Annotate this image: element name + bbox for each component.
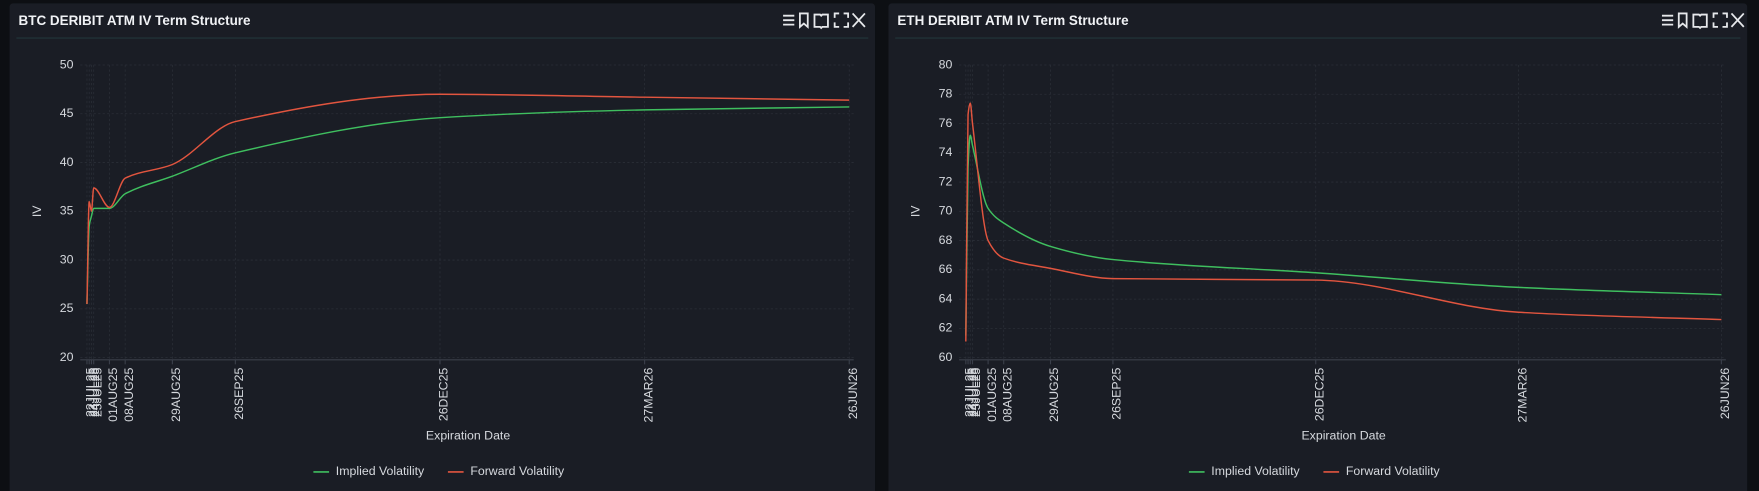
legend-label: Forward Volatility bbox=[1346, 464, 1441, 478]
x-tick-label: 23JUL25 bbox=[965, 368, 979, 417]
y-tick-label: 60 bbox=[939, 350, 953, 364]
x-tick-label: 01AUG25 bbox=[106, 368, 120, 422]
toolbar[interactable] bbox=[783, 12, 866, 30]
y-tick-label: 70 bbox=[939, 204, 953, 218]
close-icon[interactable] bbox=[851, 12, 866, 28]
y-tick-label: 50 bbox=[60, 57, 74, 71]
x-tick-label: 23JUL25 bbox=[86, 368, 100, 417]
x-tick-label: 25JUL25 bbox=[90, 368, 104, 417]
x-tick-label: 26SEP25 bbox=[1110, 368, 1124, 420]
x-tick-label: 27MAR26 bbox=[1515, 368, 1529, 423]
series-line bbox=[86, 93, 850, 304]
y-tick-label: 40 bbox=[60, 155, 74, 169]
y-axis-label: IV bbox=[909, 205, 923, 217]
legend-label: Implied Volatility bbox=[1211, 464, 1300, 478]
y-tick-label: 78 bbox=[939, 87, 953, 101]
y-axis-label: IV bbox=[30, 205, 44, 217]
x-tick-label: 26SEP25 bbox=[232, 368, 246, 420]
chart-title: ETH DERIBIT ATM IV Term Structure bbox=[897, 13, 1129, 28]
y-tick-label: 64 bbox=[939, 291, 953, 305]
y-tick-label: 76 bbox=[939, 116, 953, 130]
close-icon[interactable] bbox=[1730, 12, 1745, 28]
y-tick-label: 62 bbox=[939, 321, 953, 335]
y-tick-label: 30 bbox=[60, 252, 74, 266]
y-tick-label: 80 bbox=[939, 57, 953, 71]
y-tick-label: 72 bbox=[939, 174, 953, 188]
x-tick-label: 22JUL25 bbox=[963, 368, 977, 417]
x-axis-label: Expiration Date bbox=[426, 428, 510, 442]
y-tick-label: 35 bbox=[60, 204, 74, 218]
x-tick-label: 27MAR26 bbox=[641, 368, 655, 423]
series-line bbox=[965, 134, 1722, 336]
y-tick-label: 20 bbox=[60, 350, 74, 364]
legend-label: Implied Volatility bbox=[336, 464, 425, 478]
chart-title: BTC DERIBIT ATM IV Term Structure bbox=[19, 13, 251, 28]
panel bbox=[888, 3, 1748, 491]
y-tick-label: 66 bbox=[939, 262, 953, 276]
y-tick-label: 45 bbox=[60, 106, 74, 120]
x-tick-label: 29AUG25 bbox=[169, 368, 183, 422]
book-icon[interactable] bbox=[1692, 13, 1708, 30]
menu-icon[interactable] bbox=[783, 14, 795, 26]
series-line bbox=[86, 106, 850, 304]
x-axis-label: Expiration Date bbox=[1301, 428, 1385, 442]
legend-label: Forward Volatility bbox=[470, 464, 565, 478]
menu-icon[interactable] bbox=[1661, 14, 1674, 26]
x-tick-label: 26DEC25 bbox=[1312, 368, 1326, 422]
bookmark-icon[interactable] bbox=[799, 12, 809, 29]
y-tick-label: 25 bbox=[60, 301, 74, 315]
x-tick-label: 26JUN26 bbox=[1718, 368, 1732, 420]
x-tick-label: 24JUL25 bbox=[88, 368, 102, 417]
x-tick-label: 08AUG25 bbox=[122, 368, 136, 422]
series-line bbox=[965, 102, 1722, 342]
y-tick-label: 68 bbox=[939, 233, 953, 247]
x-tick-label: 26JUN26 bbox=[846, 368, 860, 420]
fullscreen-icon[interactable] bbox=[1712, 12, 1728, 28]
x-tick-label: 25JUL25 bbox=[969, 368, 983, 417]
x-tick-label: 29AUG25 bbox=[1047, 368, 1061, 422]
x-tick-label: 24JUL25 bbox=[967, 368, 981, 417]
x-tick-label: 01AUG25 bbox=[985, 368, 999, 422]
book-icon[interactable] bbox=[813, 13, 829, 30]
x-tick-label: 08AUG25 bbox=[1000, 368, 1014, 422]
bookmark-icon[interactable] bbox=[1677, 12, 1688, 29]
toolbar[interactable] bbox=[1661, 12, 1745, 30]
x-tick-label: 26DEC25 bbox=[437, 368, 451, 422]
x-tick-label: 22JUL25 bbox=[84, 368, 98, 417]
fullscreen-icon[interactable] bbox=[833, 12, 850, 28]
y-tick-label: 74 bbox=[939, 145, 953, 159]
